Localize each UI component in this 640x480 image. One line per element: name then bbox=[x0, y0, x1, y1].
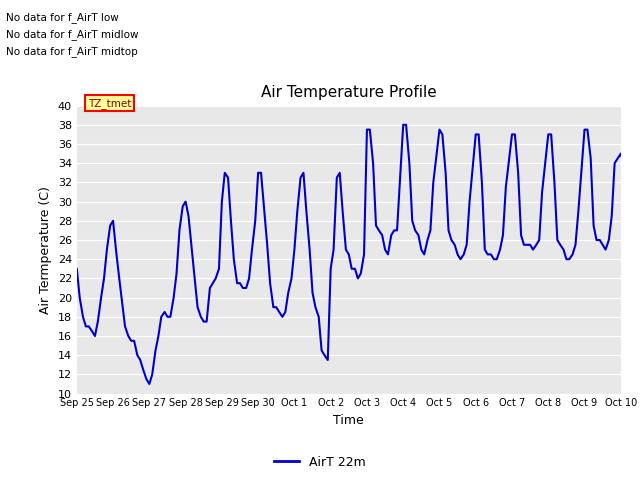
Text: No data for f_AirT midlow: No data for f_AirT midlow bbox=[6, 29, 139, 40]
Title: Air Temperature Profile: Air Temperature Profile bbox=[261, 85, 436, 100]
Text: No data for f_AirT midtop: No data for f_AirT midtop bbox=[6, 46, 138, 57]
Text: TZ_tmet: TZ_tmet bbox=[88, 97, 131, 108]
Legend: AirT 22m: AirT 22m bbox=[269, 451, 371, 474]
Y-axis label: Air Termperature (C): Air Termperature (C) bbox=[39, 186, 52, 313]
X-axis label: Time: Time bbox=[333, 414, 364, 427]
Text: No data for f_AirT low: No data for f_AirT low bbox=[6, 12, 119, 23]
